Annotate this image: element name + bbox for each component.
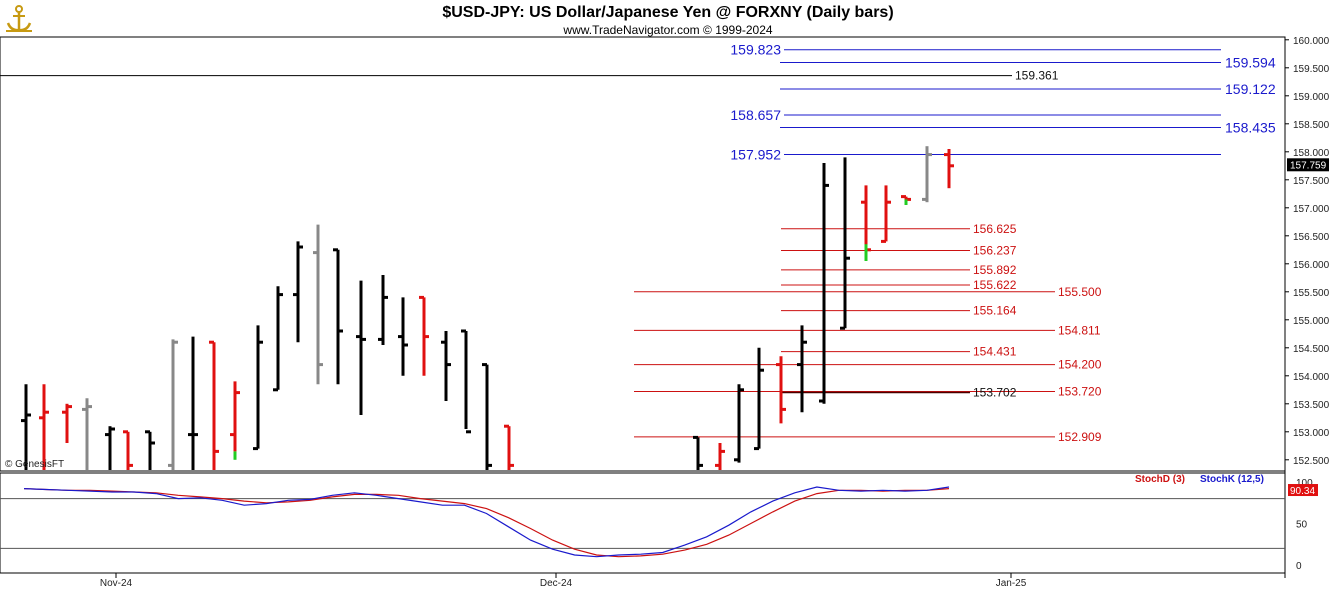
stoch-tick-label: 0 [1296,561,1302,572]
level-label-red: 155.164 [973,304,1017,318]
level-label-blue: 159.122 [1225,81,1276,97]
ohlc-bar [123,430,133,470]
price-tick-label: 159.500 [1293,64,1330,75]
anchor-logo-icon [6,5,32,32]
ohlc-bar [441,331,451,401]
ohlc-bar [253,325,263,451]
level-label-red: 154.431 [973,345,1017,359]
price-tick-label: 156.000 [1293,260,1330,271]
stoch-k-legend: StochK (12,5) [1200,474,1264,485]
ohlc-bar [209,340,219,470]
stoch-tick-label: 100 [1296,478,1313,489]
level-label-blue: 158.435 [1225,119,1276,135]
level-label-red: 156.237 [973,244,1017,258]
level-label-red: 152.909 [1058,430,1102,444]
stoch-panel [0,472,1286,574]
ohlc-bar [881,185,891,243]
ohlc-bar [922,146,932,203]
level-label-red: 153.720 [1058,384,1102,398]
ohlc-bar [62,403,72,443]
level-label-black: 159.361 [1015,69,1059,83]
level-label-blue: 159.594 [1225,55,1276,71]
last-price-box [1287,158,1329,172]
price-tick-label: 158.000 [1293,148,1330,159]
ohlc-bar [188,336,198,470]
level-label-red: 154.200 [1058,358,1102,372]
level-label-blue: 157.952 [730,146,781,162]
ohlc-bar [273,286,283,392]
stoch-d-legend: StochD (3) [1135,474,1185,485]
price-tick-label: 159.000 [1293,92,1330,103]
ohlc-bar [145,430,155,470]
watermark: © GenesisFT [5,459,64,470]
ohlc-bar [482,363,492,470]
price-tick-label: 156.500 [1293,232,1330,243]
ohlc-bar [776,356,786,424]
price-tick-label: 154.500 [1293,344,1330,355]
price-tick-label: 155.500 [1293,288,1330,299]
ohlc-bar [819,163,829,404]
ohlc-bar [461,329,471,434]
ohlc-bar [419,295,429,376]
level-label-red: 154.811 [1058,323,1101,337]
ohlc-bar [293,241,303,343]
level-label-red: 155.500 [1058,285,1102,299]
price-tick-label: 158.500 [1293,120,1330,131]
stoch-tick-label: 50 [1296,520,1308,531]
price-tick-label: 157.500 [1293,176,1330,187]
level-label-red: 155.622 [973,278,1017,292]
price-tick-label: 160.000 [1293,36,1330,47]
price-tick-label: 153.000 [1293,428,1330,439]
price-tick-label: 154.000 [1293,372,1330,383]
level-label-dark: 153.702 [973,385,1017,399]
ohlc-bar [840,157,850,330]
chart-header: $USD-JPY: US Dollar/Japanese Yen @ FORXN… [0,0,1336,37]
ohlc-bar [693,435,703,470]
level-label-red: 156.625 [973,222,1017,236]
ohlc-bar [230,381,240,452]
ohlc-bar [333,248,343,385]
price-tick-label: 155.000 [1293,316,1330,327]
level-label-blue: 158.657 [730,107,781,123]
price-tick-label: 153.500 [1293,400,1330,411]
stoch-k-line [23,486,950,558]
ohlc-bar [398,297,408,376]
ohlc-bar [39,384,49,470]
x-tick-label: Dec-24 [540,578,573,589]
ohlc-bar [715,443,725,470]
x-tick-label: Jan-25 [996,578,1027,589]
stoch-value-label: 90.34 [1290,486,1315,497]
x-tick-label: Nov-24 [100,578,133,589]
ohlc-bar [313,224,323,385]
chart-title: $USD-JPY: US Dollar/Japanese Yen @ FORXN… [442,4,894,21]
stoch-value-box [1288,484,1318,497]
ohlc-bar [797,325,807,413]
ohlc-bar [21,384,31,470]
ohlc-bar [504,424,514,470]
ohlc-bar [734,384,744,463]
copyright-text: www.TradeNavigator.com © 1999-2024 [563,23,773,37]
ohlc-bar [105,426,115,470]
ohlc-bar [82,398,92,470]
price-tick-label: 152.500 [1293,456,1330,467]
ohlc-bar [356,280,366,415]
last-price-label: 157.759 [1290,160,1327,171]
ohlc-bar [944,149,954,189]
ohlc-bar [168,339,178,470]
level-label-blue: 159.823 [730,42,781,58]
ohlc-bar [378,275,388,345]
level-label-red: 155.892 [973,263,1017,277]
stoch-d-line [23,488,950,558]
price-tick-label: 157.000 [1293,204,1330,215]
ohlc-bar [754,347,764,451]
